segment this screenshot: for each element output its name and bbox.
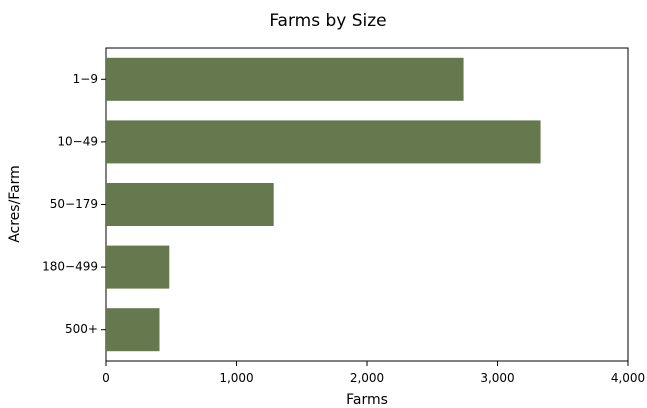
bar-2 — [106, 183, 274, 226]
bar-0 — [106, 57, 464, 101]
y-axis-ticks: 1−9 10−49 50−179 180−499 500+ — [42, 72, 106, 336]
y-tick-label-0: 1−9 — [73, 72, 98, 86]
x-axis-ticks: 0 1,000 2,000 3,000 4,000 — [102, 361, 645, 385]
bars-layer — [106, 57, 541, 352]
x-tick-label-4: 4,000 — [611, 371, 645, 385]
y-axis-label: Acres/Farm — [7, 165, 23, 243]
x-tick-label-2: 2,000 — [350, 371, 384, 385]
chart-title: Farms by Size — [269, 11, 386, 31]
y-tick-label-2: 50−179 — [50, 197, 98, 211]
bar-1 — [106, 120, 541, 164]
y-tick-label-3: 180−499 — [42, 260, 98, 274]
x-tick-label-1: 1,000 — [219, 371, 253, 385]
y-tick-label-4: 500+ — [65, 322, 98, 336]
x-tick-label-3: 3,000 — [480, 371, 514, 385]
bar-3 — [106, 245, 170, 289]
x-axis-label: Farms — [346, 392, 388, 408]
y-tick-label-1: 10−49 — [57, 134, 98, 148]
bar-4 — [106, 308, 160, 352]
x-tick-label-0: 0 — [102, 371, 110, 385]
